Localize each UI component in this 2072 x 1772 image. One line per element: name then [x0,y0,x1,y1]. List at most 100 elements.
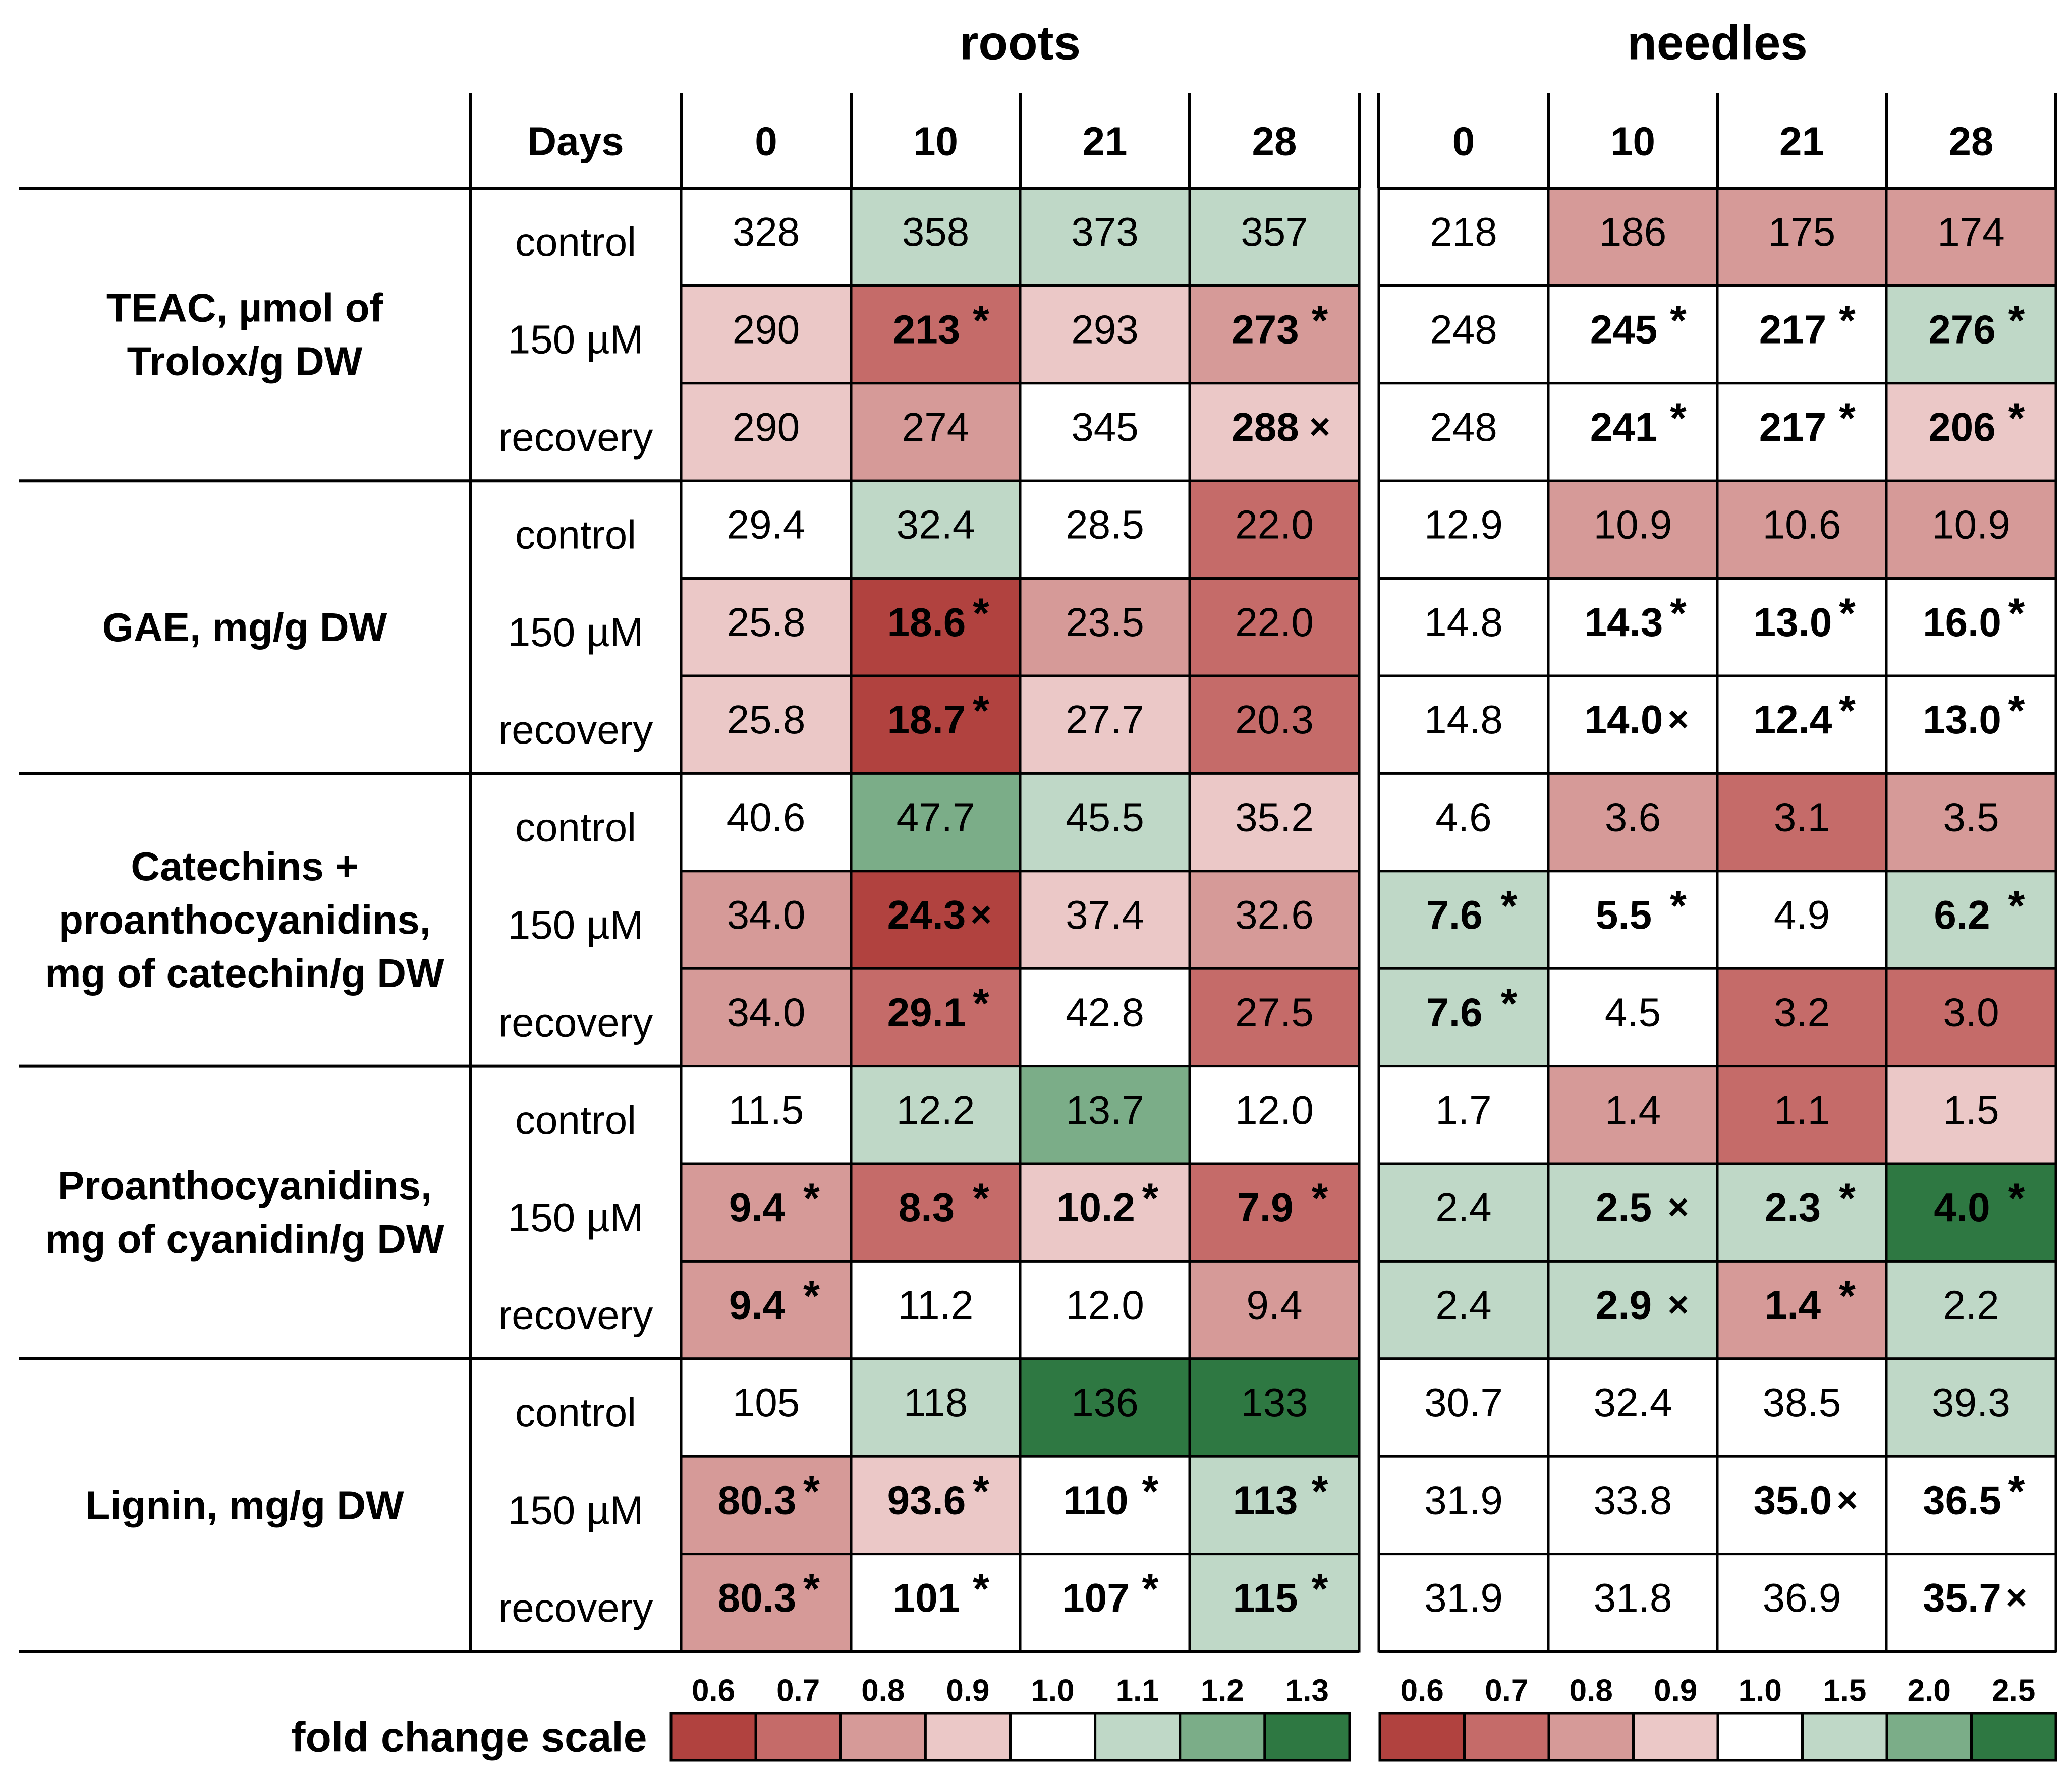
cell-value: 8.3 [899,1185,955,1230]
significance-mark: * [1670,882,1687,930]
significance-mark: * [973,687,989,734]
heatmap-cell [1547,1553,1719,1653]
cell-value: 36.5 [1923,1477,2001,1522]
heatmap-cell [680,1455,853,1556]
cell-value: 39.3 [1932,1380,2010,1425]
significance-mark: * [1312,297,1328,344]
heatmap-cell [1188,967,1361,1068]
treatment-label: 150 µM [508,1195,643,1240]
heatmap-cell [1188,187,1361,287]
significance-mark: × [2006,1577,2027,1618]
cell-value: 2.4 [1435,1185,1491,1230]
significance-mark: * [973,589,989,637]
cell-value: 35.2 [1235,795,1314,840]
heatmap-cell [680,187,853,287]
heatmap-cell [850,187,1022,287]
treatment-label: 150 µM [508,1488,643,1532]
cell-value: 16.0 [1923,600,2001,645]
heatmap-cell [1885,1260,2057,1360]
cell-value: 1.7 [1435,1088,1491,1132]
cell-value: 25.8 [727,697,806,742]
heatmap-cell [1885,1065,2057,1165]
cell-value: 248 [1430,307,1497,352]
heatmap-cell [1547,187,1719,287]
scale-swatch-needles [1970,1712,2057,1762]
heatmap-cell [850,674,1022,775]
cell-value: 345 [1071,405,1138,449]
heatmap-cell [1716,772,1888,873]
significance-mark: * [803,1565,820,1612]
cell-value: 32.6 [1235,892,1314,937]
cell-value: 14.8 [1424,697,1503,742]
day-header-roots-10: 10 [913,119,958,164]
scale-tick-needles: 0.6 [1401,1674,1444,1708]
cell-value: 174 [1937,209,2004,254]
significance-mark: * [2008,394,2025,442]
cell-value: 10.9 [1594,502,1672,547]
cell-value: 273 [1231,307,1299,352]
significance-mark: * [1312,1467,1328,1515]
cell-value: 5.5 [1596,892,1652,937]
cell-value: 218 [1430,209,1497,254]
row-label-line: proanthocyanidins, [59,897,431,942]
heatmap-cell [1188,1162,1361,1263]
heatmap-cell [1547,284,1719,385]
significance-mark: * [2008,1175,2025,1222]
heatmap-cell [850,284,1022,385]
cell-value: 288 [1231,405,1299,449]
cell-value: 33.8 [1594,1477,1672,1522]
scale-tick-roots: 1.1 [1116,1674,1159,1708]
cell-value: 37.4 [1066,892,1144,937]
cell-value: 35.0 [1754,1477,1832,1522]
scale-swatch-roots [754,1712,842,1762]
heatmap-cell [850,1162,1022,1263]
heatmap-cell [1019,479,1191,580]
cell-value: 47.7 [897,795,975,840]
row-label-line: mg of catechin/g DW [45,951,444,996]
heatmap-cell [1019,870,1191,970]
day-header-needles-0: 0 [1452,119,1475,164]
row-label-line: Proanthocyanidins, [58,1163,432,1208]
significance-mark: * [2008,297,2025,344]
heatmap-cell [1188,479,1361,580]
heatmap-cell [1019,772,1191,873]
scale-swatch-needles [1632,1712,1719,1762]
scale-swatch-needles [1716,1712,1804,1762]
cell-value: 13.0 [1754,600,1832,645]
heatmap-cell [850,967,1022,1068]
cell-value: 9.4 [729,1185,786,1230]
significance-mark: * [803,1467,820,1515]
cell-value: 27.7 [1066,697,1144,742]
treatment-label: recovery [498,707,653,752]
row-label-line: mg of cyanidin/g DW [45,1217,444,1262]
scale-tick-needles: 2.5 [1992,1674,2035,1708]
significance-mark: * [803,1175,820,1222]
cell-value: 7.6 [1426,990,1482,1035]
cell-value: 248 [1430,405,1497,449]
cell-value: 1.1 [1774,1088,1830,1132]
cell-value: 31.9 [1424,1575,1503,1620]
cell-value: 12.9 [1424,502,1503,547]
scale-label: fold change scale [292,1713,647,1761]
cell-value: 3.0 [1943,990,1999,1035]
cell-value: 9.4 [729,1283,786,1328]
cell-value: 7.6 [1426,892,1482,937]
cell-value: 1.5 [1943,1088,1999,1132]
cell-value: 29.1 [887,990,966,1035]
cell-value: 34.0 [727,990,806,1035]
heatmap-cell [1377,1065,1550,1165]
treatment-label: control [515,805,636,850]
heatmap-cell [1188,1455,1361,1556]
cell-value: 10.9 [1932,502,2010,547]
row-label-line: GAE, mg/g DW [102,605,387,650]
heatmap-cell [680,382,853,482]
cell-value: 12.0 [1066,1283,1144,1328]
treatment-label: recovery [498,1585,653,1630]
heatmap-cell [850,1357,1022,1458]
cell-value: 115 [1233,1575,1298,1620]
cell-value: 186 [1599,209,1666,254]
heatmap-cell [1547,674,1719,775]
heatmap-cell [1188,1553,1361,1653]
cell-value: 107 [1062,1575,1129,1620]
scale-tick-needles: 0.7 [1485,1674,1528,1708]
